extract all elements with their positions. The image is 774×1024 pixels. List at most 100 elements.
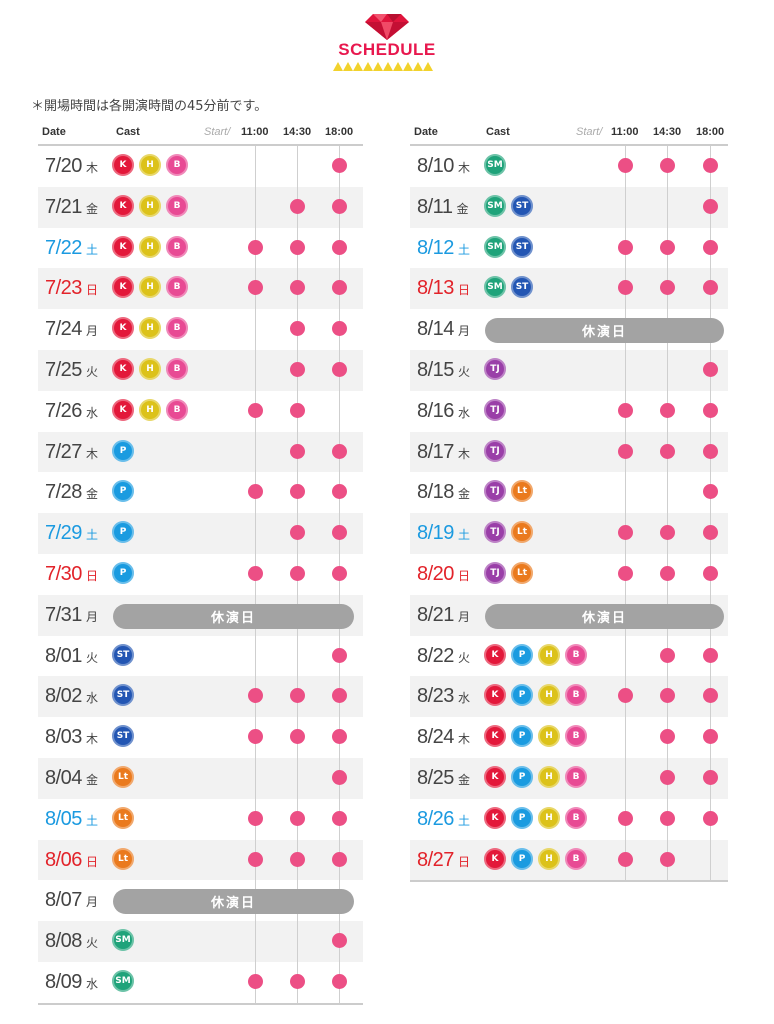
time-header-1800: 18:00 [325, 126, 354, 138]
date-value: 8/23 [417, 685, 454, 708]
date-column-header: Date [42, 126, 66, 138]
schedule-row: 7/23 日 K H B [38, 268, 363, 310]
date-value: 7/26 [45, 399, 82, 422]
day-of-week: 火 [85, 650, 98, 665]
performance-dot [290, 851, 305, 867]
date-value: 8/20 [417, 563, 454, 585]
date-value: 7/22 [45, 236, 82, 259]
cast-badges: TJ Lt [484, 480, 538, 503]
schedule-row: 7/30 日 P [38, 554, 363, 595]
performance-dot [618, 402, 633, 418]
cast-badge-lt: Lt [112, 847, 134, 870]
schedule-row: 8/17 木 TJ [410, 431, 728, 473]
day-of-week: 木 [457, 732, 470, 747]
date-label: 8/26 土 [417, 808, 470, 831]
performance-dot [703, 647, 718, 663]
cast-badge-h: H [139, 235, 161, 258]
performance-dot [332, 810, 347, 826]
performance-dot [703, 402, 718, 418]
cast-badge-tj: TJ [484, 358, 506, 380]
day-of-week: 金 [85, 201, 98, 216]
date-label: 8/12 土 [417, 237, 470, 260]
title-triangle-decoration [333, 62, 433, 72]
date-label: 8/19 土 [417, 522, 470, 545]
cast-badge-k: K [112, 358, 134, 380]
cast-badges: TJ Lt [484, 562, 538, 584]
performance-dot [248, 810, 263, 826]
cast-badges: Lt [112, 806, 139, 829]
performance-dot [618, 443, 633, 459]
schedule-row: 7/27 木 P [38, 431, 363, 473]
performance-dot [332, 443, 347, 459]
day-of-week: 木 [85, 446, 98, 461]
cast-badge-lt: Lt [511, 562, 533, 584]
performance-dot [660, 647, 675, 663]
day-of-week: 日 [457, 569, 470, 583]
performance-dot [290, 402, 305, 418]
cast-badges: SM ST [484, 194, 538, 217]
cast-badge-k: K [112, 154, 134, 176]
date-label: 7/23 日 [45, 277, 98, 300]
cast-badge-sm: SM [112, 970, 134, 992]
cast-badges: P [112, 439, 139, 462]
cast-badge-k: K [112, 398, 134, 421]
performance-dot [332, 280, 347, 296]
schedule-row: 8/13 日 SM ST [410, 268, 728, 310]
date-label: 8/10 木 [417, 155, 470, 178]
schedule-row: 7/29 土 P [38, 513, 363, 554]
cast-badges: SM [112, 929, 139, 952]
performance-dot [618, 810, 633, 826]
closed-day-bar: 休演日 [485, 603, 724, 629]
cast-badge-lt: Lt [511, 521, 533, 544]
schedule-row: 8/15 火 TJ [410, 350, 728, 391]
day-of-week: 水 [457, 691, 470, 706]
date-value: 8/06 [45, 848, 82, 871]
day-of-week: 金 [457, 773, 470, 787]
cast-badges: ST [112, 725, 139, 748]
schedule-row: 8/23 水 K P H B [410, 676, 728, 718]
cast-badge-h: H [538, 684, 560, 707]
day-of-week: 月 [457, 609, 470, 624]
header-divider [410, 144, 728, 146]
performance-dot [332, 158, 347, 173]
date-value: 8/18 [417, 481, 454, 504]
date-label: 7/24 月 [45, 318, 98, 341]
cast-badge-lt: Lt [511, 480, 533, 503]
date-label: 7/21 金 [45, 196, 98, 219]
performance-dot [660, 729, 675, 745]
performance-dot [703, 362, 718, 377]
start-label: Start/ [204, 126, 231, 138]
day-of-week: 水 [85, 405, 98, 420]
date-label: 8/23 水 [417, 685, 470, 708]
cast-badge-h: H [139, 194, 161, 217]
cast-badges: P [112, 562, 139, 584]
date-label: 8/05 土 [45, 808, 98, 831]
day-of-week: 火 [457, 365, 470, 379]
day-of-week: 日 [85, 283, 98, 298]
schedule-row: 8/20 日 TJ Lt [410, 554, 728, 595]
cast-badge-k: K [484, 766, 506, 788]
performance-dot [332, 525, 347, 541]
performance-dot [332, 933, 347, 949]
date-label: 8/07 月 [45, 889, 98, 912]
cast-badge-h: H [139, 398, 161, 421]
schedule-row: 8/01 火 ST [38, 636, 363, 677]
cast-badge-p: P [112, 480, 134, 503]
cast-badge-k: K [484, 806, 506, 829]
performance-dot [290, 810, 305, 826]
date-value: 7/27 [45, 440, 82, 463]
performance-dot [332, 566, 347, 581]
day-of-week: 土 [85, 813, 98, 828]
date-value: 7/20 [45, 155, 82, 177]
performance-dot [248, 974, 263, 989]
cast-badge-b: B [565, 643, 587, 666]
cast-badge-b: B [565, 725, 587, 748]
schedule-row: 8/03 木 ST [38, 717, 363, 758]
page-header: SCHEDULE [0, 0, 774, 90]
performance-dot [290, 484, 305, 500]
